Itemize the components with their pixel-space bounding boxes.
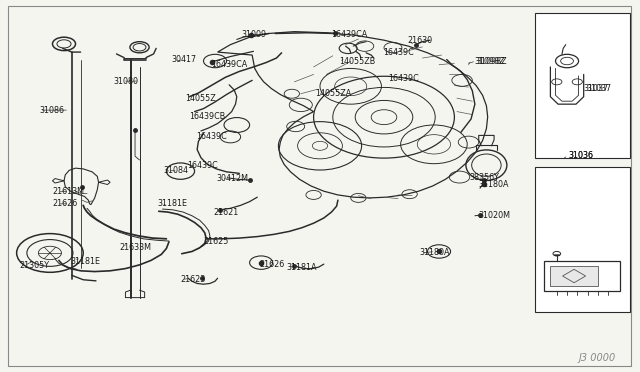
Text: 31020M: 31020M — [479, 211, 511, 220]
Text: 16439C: 16439C — [196, 132, 227, 141]
Bar — [535, 167, 630, 312]
Text: 16439C: 16439C — [383, 48, 413, 57]
Text: 31036: 31036 — [568, 151, 593, 160]
Text: J3 0000: J3 0000 — [579, 353, 616, 363]
Text: 14055Z: 14055Z — [186, 94, 216, 103]
Text: 16439CA: 16439CA — [211, 60, 248, 69]
Text: 31098Z: 31098Z — [475, 57, 506, 65]
Text: 16439C: 16439C — [388, 74, 419, 83]
Text: 31037: 31037 — [586, 84, 611, 93]
Text: 31084: 31084 — [164, 166, 189, 175]
Text: 21630: 21630 — [407, 36, 432, 45]
Text: 31180A: 31180A — [479, 180, 509, 189]
Text: 21625: 21625 — [204, 237, 229, 246]
Bar — [544, 261, 620, 291]
Text: 30412M: 30412M — [216, 174, 248, 183]
Text: 21621: 21621 — [214, 208, 239, 217]
Text: 21623: 21623 — [180, 275, 205, 284]
Text: 31181A: 31181A — [287, 263, 317, 272]
Text: 21613M: 21613M — [52, 187, 84, 196]
Text: 31181E: 31181E — [157, 199, 188, 208]
Text: 31098Z: 31098Z — [476, 57, 507, 65]
Text: 21633M: 21633M — [119, 243, 151, 252]
Text: 38356Y: 38356Y — [470, 173, 500, 182]
Text: 31086: 31086 — [40, 106, 65, 115]
Text: 21305Y: 21305Y — [19, 261, 49, 270]
Text: 31080: 31080 — [114, 77, 139, 86]
Text: 14055ZB: 14055ZB — [339, 57, 376, 65]
Text: 16439C: 16439C — [187, 161, 218, 170]
Text: 16439CB: 16439CB — [189, 112, 226, 121]
Text: 14055ZA: 14055ZA — [315, 89, 351, 98]
Text: 31180A: 31180A — [420, 248, 451, 257]
Bar — [535, 13, 630, 158]
Bar — [550, 266, 598, 286]
Text: 21626: 21626 — [52, 199, 77, 208]
Text: 16439CA: 16439CA — [332, 30, 368, 39]
Text: 31181E: 31181E — [70, 257, 100, 266]
Text: 31037: 31037 — [584, 84, 609, 93]
Text: 31009: 31009 — [242, 30, 267, 39]
Text: 31036: 31036 — [568, 151, 593, 160]
Text: 21626: 21626 — [260, 260, 285, 269]
Text: 30417: 30417 — [172, 55, 196, 64]
